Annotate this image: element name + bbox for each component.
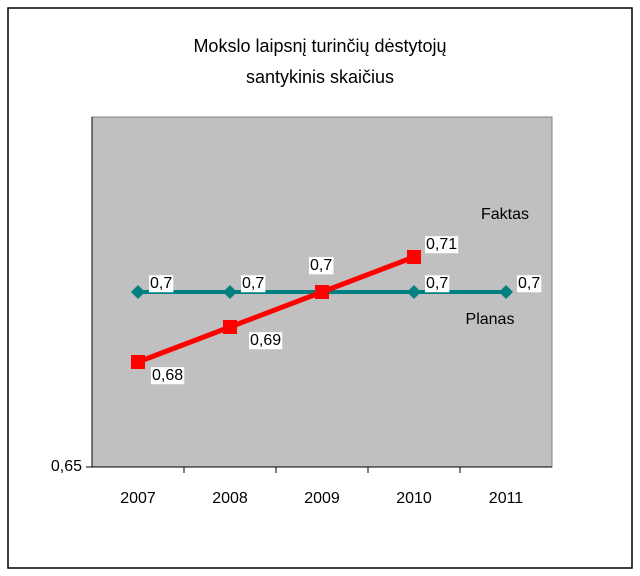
series-line — [137, 254, 415, 365]
marker — [223, 320, 237, 334]
marker — [499, 285, 513, 299]
x-tick-label: 2008 — [212, 490, 248, 507]
x-tick-label: 2007 — [120, 490, 156, 507]
chart-title: Mokslo laipsnį turinčių dėstytojų — [193, 36, 446, 56]
data-label-bg — [309, 257, 334, 275]
data-label: 0,7 — [242, 275, 264, 292]
legend-label: Planas — [466, 311, 515, 328]
marker — [407, 285, 421, 299]
data-label-bg — [151, 367, 185, 385]
data-label-bg — [241, 275, 266, 293]
y-tick-label: 0,65 — [51, 458, 82, 475]
data-label: 0,69 — [250, 332, 281, 349]
x-tick-label: 2010 — [396, 490, 432, 507]
chart-title: santykinis skaičius — [246, 67, 394, 87]
marker — [131, 355, 145, 369]
data-label: 0,7 — [150, 275, 172, 292]
data-label: 0,71 — [426, 236, 457, 253]
legend-label: Faktas — [481, 206, 529, 223]
data-label: 0,7 — [310, 257, 332, 274]
marker — [407, 250, 421, 264]
data-label: 0,68 — [152, 367, 183, 384]
data-label: 0,7 — [426, 275, 448, 292]
marker — [223, 285, 237, 299]
marker — [315, 285, 329, 299]
data-label-bg — [425, 275, 450, 293]
marker — [131, 285, 145, 299]
data-label-bg — [517, 275, 542, 293]
data-label-bg — [149, 275, 174, 293]
data-label-bg — [249, 332, 283, 350]
x-tick-label: 2011 — [489, 490, 524, 507]
data-label: 0,7 — [518, 275, 540, 292]
x-tick-label: 2009 — [304, 490, 340, 507]
data-label-bg — [425, 236, 459, 254]
